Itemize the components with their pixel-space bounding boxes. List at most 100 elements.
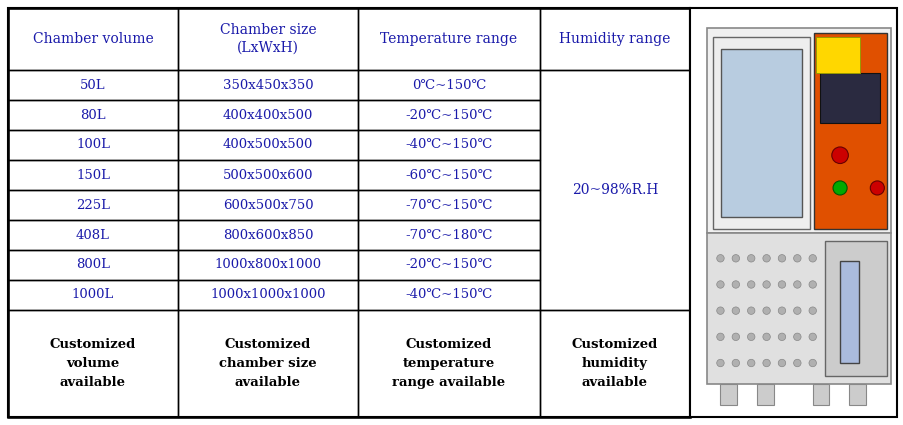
Circle shape <box>762 333 769 340</box>
Text: Customized
chamber size
available: Customized chamber size available <box>219 338 316 389</box>
Bar <box>178 220 358 250</box>
Circle shape <box>747 359 754 367</box>
Bar <box>178 70 358 100</box>
Text: 80L: 80L <box>80 108 106 122</box>
Circle shape <box>716 307 723 314</box>
Circle shape <box>808 333 815 340</box>
Text: Chamber size
(LxWxH): Chamber size (LxWxH) <box>219 23 316 55</box>
Bar <box>539 70 689 310</box>
Bar <box>178 160 358 190</box>
Text: 800L: 800L <box>76 258 110 272</box>
Bar <box>849 384 865 405</box>
Circle shape <box>762 359 769 367</box>
Bar <box>8 310 178 417</box>
Circle shape <box>808 359 815 367</box>
Circle shape <box>793 307 800 314</box>
Circle shape <box>793 281 800 288</box>
Text: Temperature range: Temperature range <box>380 32 517 46</box>
Circle shape <box>808 307 815 314</box>
Bar <box>178 100 358 130</box>
Circle shape <box>731 333 739 340</box>
Bar <box>8 8 178 70</box>
Text: -20℃~150℃: -20℃~150℃ <box>405 108 492 122</box>
Circle shape <box>870 181 883 195</box>
Text: 400x500x500: 400x500x500 <box>222 139 312 151</box>
Bar <box>358 130 539 160</box>
Circle shape <box>777 333 785 340</box>
Bar <box>8 70 178 100</box>
Bar <box>358 280 539 310</box>
Bar <box>539 8 689 70</box>
Bar <box>358 220 539 250</box>
Circle shape <box>747 333 754 340</box>
Bar <box>721 49 801 217</box>
Bar <box>820 74 880 122</box>
Circle shape <box>762 281 769 288</box>
Circle shape <box>716 255 723 262</box>
Circle shape <box>747 281 754 288</box>
Bar <box>814 33 886 229</box>
Bar <box>178 8 358 70</box>
Text: -40℃~150℃: -40℃~150℃ <box>405 139 492 151</box>
Text: Customized
temperature
range available: Customized temperature range available <box>392 338 505 389</box>
Text: -60℃~150℃: -60℃~150℃ <box>405 168 492 181</box>
Bar <box>8 280 178 310</box>
Bar <box>8 220 178 250</box>
Text: 408L: 408L <box>76 229 110 241</box>
Bar <box>815 37 859 74</box>
Text: 500x500x600: 500x500x600 <box>222 168 313 181</box>
Bar <box>358 250 539 280</box>
Bar <box>358 100 539 130</box>
Text: 400x400x500: 400x400x500 <box>222 108 312 122</box>
Bar <box>8 160 178 190</box>
Circle shape <box>808 281 815 288</box>
Bar <box>178 310 358 417</box>
Text: Humidity range: Humidity range <box>559 32 670 46</box>
Circle shape <box>777 359 785 367</box>
Circle shape <box>777 281 785 288</box>
Text: 800x600x850: 800x600x850 <box>222 229 313 241</box>
Bar <box>539 310 689 417</box>
Circle shape <box>793 359 800 367</box>
Circle shape <box>762 255 769 262</box>
Bar <box>358 70 539 100</box>
Text: -20℃~150℃: -20℃~150℃ <box>405 258 492 272</box>
Circle shape <box>831 147 847 164</box>
Circle shape <box>747 255 754 262</box>
Text: 0℃~150℃: 0℃~150℃ <box>412 79 486 91</box>
Text: -70℃~180℃: -70℃~180℃ <box>405 229 492 241</box>
Text: 100L: 100L <box>76 139 110 151</box>
Bar <box>358 160 539 190</box>
Text: Customized
humidity
available: Customized humidity available <box>572 338 657 389</box>
Bar <box>8 130 178 160</box>
Text: Chamber volume: Chamber volume <box>33 32 154 46</box>
Bar <box>8 8 689 417</box>
Bar <box>178 250 358 280</box>
Circle shape <box>793 255 800 262</box>
Text: 1000x800x1000: 1000x800x1000 <box>214 258 321 272</box>
Text: -70℃~150℃: -70℃~150℃ <box>405 198 492 212</box>
Circle shape <box>731 255 739 262</box>
Circle shape <box>716 333 723 340</box>
Bar <box>8 250 178 280</box>
Bar <box>712 37 809 229</box>
Bar <box>358 8 539 70</box>
Bar <box>8 8 689 417</box>
Circle shape <box>716 359 723 367</box>
Text: 1000L: 1000L <box>71 289 114 301</box>
Bar <box>812 384 828 405</box>
Circle shape <box>747 307 754 314</box>
Bar <box>824 241 886 376</box>
Bar <box>839 261 858 363</box>
Bar <box>757 384 773 405</box>
Circle shape <box>762 307 769 314</box>
Text: 600x500x750: 600x500x750 <box>222 198 313 212</box>
Bar <box>358 190 539 220</box>
Circle shape <box>716 281 723 288</box>
Text: Customized
volume
available: Customized volume available <box>50 338 136 389</box>
Circle shape <box>777 307 785 314</box>
Bar <box>358 310 539 417</box>
Circle shape <box>731 281 739 288</box>
Circle shape <box>793 333 800 340</box>
Bar <box>178 130 358 160</box>
